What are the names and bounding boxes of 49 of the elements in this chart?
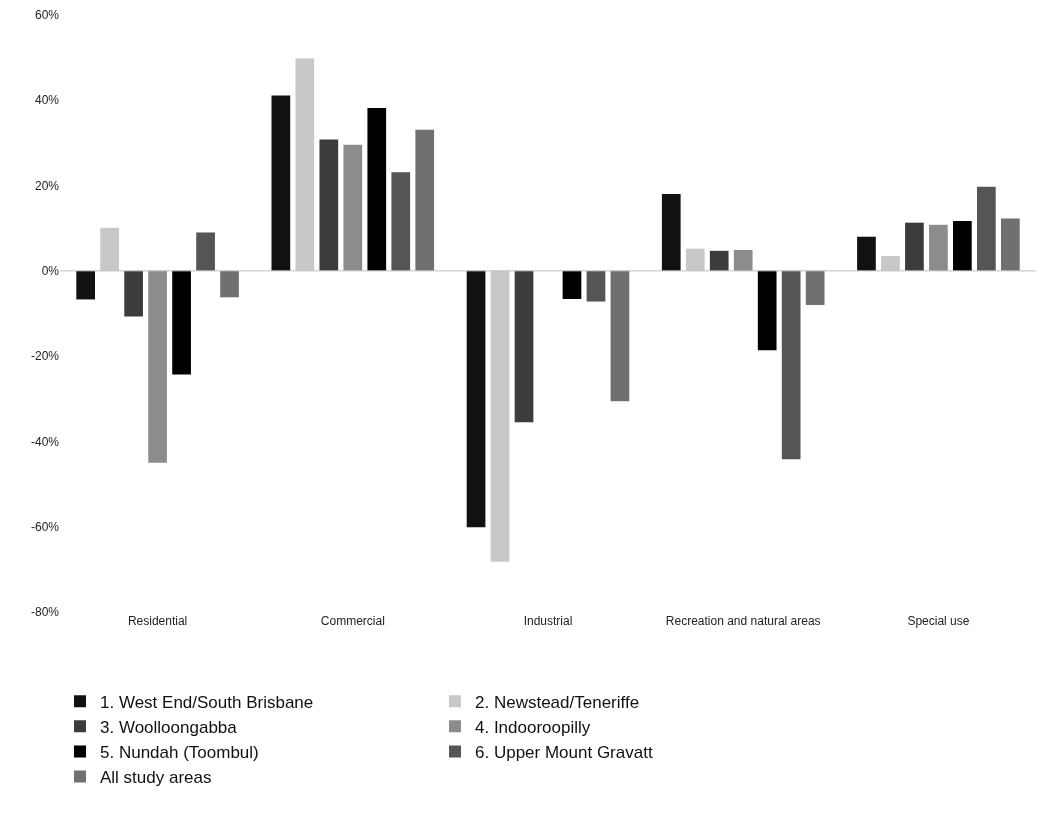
bar	[905, 222, 924, 271]
legend-label: All study areas	[100, 768, 212, 788]
legend-label: 3. Woolloongabba	[100, 717, 238, 737]
bar	[148, 270, 167, 463]
legend-label: 5. Nundah (Toombul)	[100, 743, 259, 763]
bar	[343, 144, 363, 271]
y-tick-label: 40%	[34, 93, 60, 108]
legend-label: 6. Upper Mount Gravatt	[475, 743, 653, 763]
y-tick-label: 60%	[34, 8, 60, 23]
bar	[562, 270, 582, 299]
x-tick-label: Special use	[907, 614, 970, 628]
bar	[709, 250, 729, 271]
x-tick-label: Commercial	[320, 614, 385, 628]
legend-label: 2. Newstead/Teneriffe	[475, 692, 640, 712]
y-tick-label: -20%	[30, 349, 60, 364]
bar	[220, 270, 239, 298]
bar	[367, 107, 387, 271]
x-tick-label: Residential	[127, 614, 188, 628]
bar	[661, 194, 681, 271]
bar	[319, 139, 339, 271]
bar	[415, 129, 435, 271]
bar	[124, 270, 143, 317]
bar	[172, 270, 191, 375]
bar	[857, 236, 876, 271]
bar	[586, 270, 606, 302]
bar	[929, 224, 948, 271]
bar	[953, 220, 972, 271]
y-tick-label: -40%	[30, 434, 60, 449]
bar	[757, 270, 777, 351]
bar	[196, 232, 215, 271]
bar	[610, 270, 630, 402]
bar	[76, 270, 96, 300]
bar	[977, 186, 996, 271]
legend-label: 1. West End/South Brisbane	[100, 692, 314, 712]
bar	[466, 270, 486, 528]
bar	[805, 270, 825, 305]
y-tick-label: 0%	[41, 264, 60, 279]
legend-label: 4. Indooroopilly	[475, 717, 591, 737]
bar	[514, 270, 534, 423]
y-tick-label: 20%	[34, 178, 60, 193]
bar	[271, 95, 291, 271]
x-tick-label: Industrial	[523, 614, 573, 628]
bar	[391, 172, 411, 271]
bar	[781, 270, 801, 460]
x-tick-label: Recreation and natural areas	[665, 614, 821, 628]
bar	[1000, 218, 1020, 271]
bar	[733, 249, 753, 271]
y-tick-label: -60%	[30, 519, 60, 534]
y-tick-label: -80%	[30, 605, 60, 620]
